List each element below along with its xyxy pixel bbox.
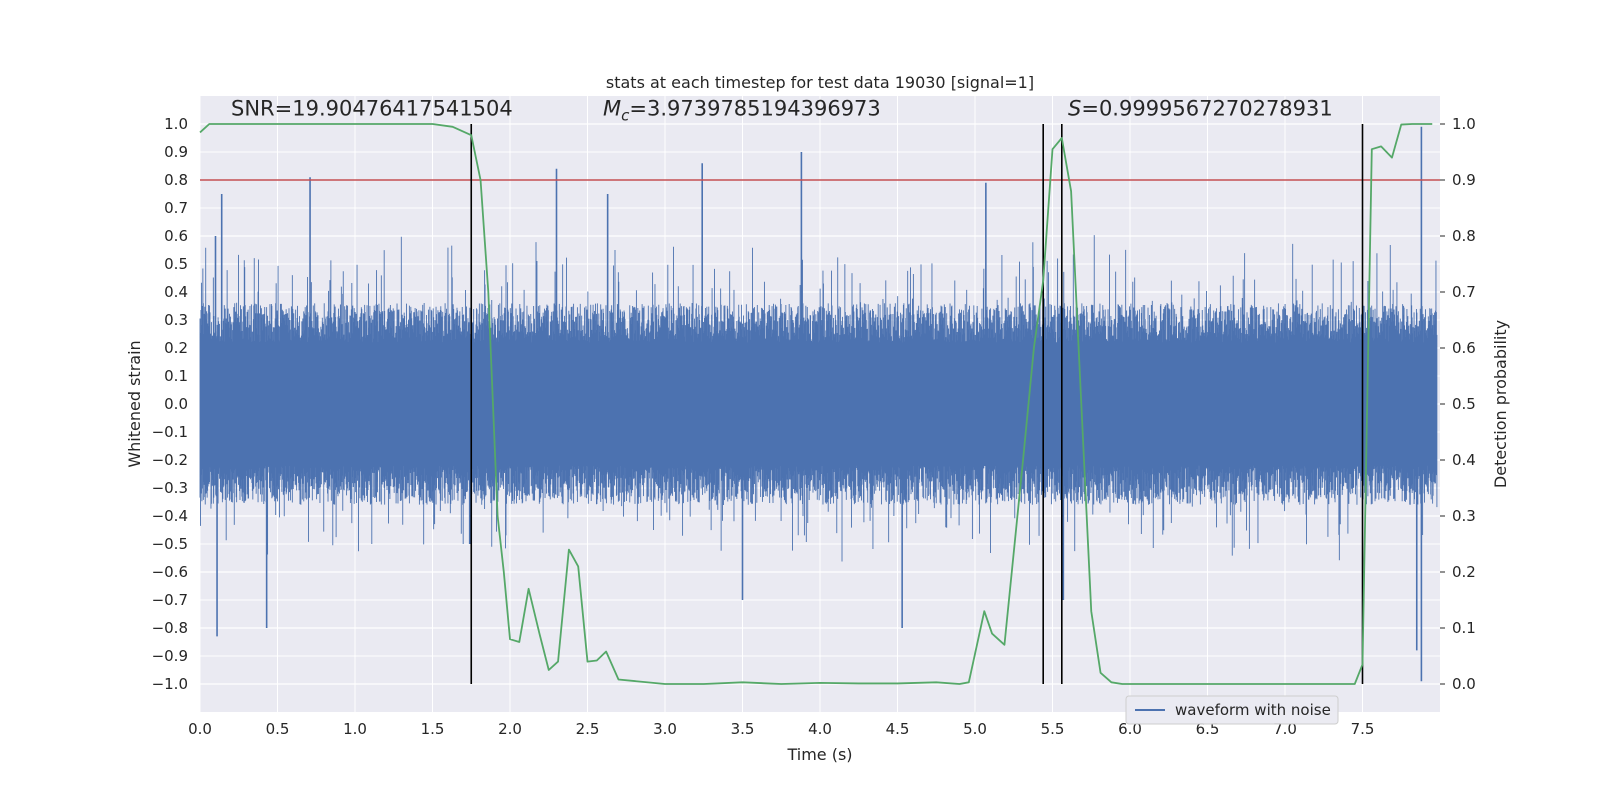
left-y-tick-label: −0.9 [152,647,188,665]
left-y-tick-label: −0.6 [152,563,188,581]
statistic-annotation: S=0.9999567270278931 [1068,97,1333,121]
right-y-tick-label: 0.6 [1452,339,1476,357]
x-tick-label: 3.5 [731,720,755,738]
right-y-tick-label: 0.9 [1452,171,1476,189]
chart-title: stats at each timestep for test data 190… [606,73,1034,92]
right-y-tick-label: 0.0 [1452,675,1476,693]
left-y-tick-label: −0.3 [152,479,188,497]
left-y-tick-label: −0.7 [152,591,188,609]
left-y-tick-label: −0.2 [152,451,188,469]
x-axis-label: Time (s) [786,745,852,764]
legend: waveform with noise [1125,695,1339,725]
legend-box [1125,695,1339,725]
left-y-tick-label: 0.9 [164,143,188,161]
right-y-tick-label: 0.4 [1452,451,1476,469]
waveform-series [199,126,1438,682]
legend-label: waveform with noise [1175,701,1331,719]
annotations: SNR=19.90476417541504 Mc=3.9739785194396… [231,97,1333,125]
left-y-tick-label: −1.0 [152,675,188,693]
x-tick-label: 4.5 [886,720,910,738]
left-y-tick-label: 0.7 [164,199,188,217]
x-tick-label: 1.5 [421,720,445,738]
left-y-tick-label: −0.8 [152,619,188,637]
left-y-tick-label: 0.5 [164,255,188,273]
left-y-tick-label: 0.3 [164,311,188,329]
left-y-tick-label: −0.4 [152,507,188,525]
snr-annotation: SNR=19.90476417541504 [231,97,513,121]
waveform-core-band [200,348,1437,460]
left-y-tick-label: 0.2 [164,339,188,357]
right-y-tick-labels: 1.0 0.9 0.8 0.7 0.6 0.5 0.4 0.3 0.2 0.1 0.0 [1440,115,1476,693]
statistic-value: =0.9999567270278931 [1081,97,1332,121]
x-tick-label: 4.0 [808,720,832,738]
chirp-mass-subscript: c [621,107,630,125]
left-y-tick-label: −0.5 [152,535,188,553]
left-y-tick-label: 0.1 [164,367,188,385]
right-y-tick-label: 0.3 [1452,507,1476,525]
x-tick-label: 2.5 [576,720,600,738]
x-tick-label: 1.0 [343,720,367,738]
x-tick-label: 7.5 [1351,720,1375,738]
x-tick-label: 2.0 [498,720,522,738]
right-y-tick-label: 0.5 [1452,395,1476,413]
x-tick-label: 0.0 [188,720,212,738]
chirp-mass-symbol: M [603,97,621,121]
right-y-tick-label: 0.7 [1452,283,1476,301]
left-y-tick-label: 0.6 [164,227,188,245]
probability-line [199,123,1433,685]
right-y-tick-label: 0.2 [1452,563,1476,581]
x-tick-label: 0.5 [266,720,290,738]
probability-series [199,123,1433,685]
x-tick-label: 5.5 [1041,720,1065,738]
left-y-tick-label: 0.8 [164,171,188,189]
right-y-tick-label: 0.1 [1452,619,1476,637]
vertical-markers [470,124,1364,684]
left-y-tick-label: 0.4 [164,283,188,301]
left-y-axis-label: Whitened strain [125,340,144,467]
left-y-tick-labels: 1.0 0.9 0.8 0.7 0.6 0.5 0.4 0.3 0.2 0.1 0.0 −0.1 −0.… [152,115,188,693]
statistic-symbol: S [1068,97,1081,121]
x-tick-label: 3.0 [653,720,677,738]
chirp-mass-annotation: Mc=3.9739785194396973 [603,97,881,125]
x-tick-label: 5.0 [963,720,987,738]
right-y-tick-label: 0.8 [1452,227,1476,245]
left-y-tick-label: −0.1 [152,423,188,441]
right-y-tick-label: 1.0 [1452,115,1476,133]
left-y-tick-label: 0.0 [164,395,188,413]
chirp-mass-value: =3.9739785194396973 [629,97,880,121]
right-y-axis-label: Detection probability [1491,320,1510,488]
left-y-tick-label: 1.0 [164,115,188,133]
